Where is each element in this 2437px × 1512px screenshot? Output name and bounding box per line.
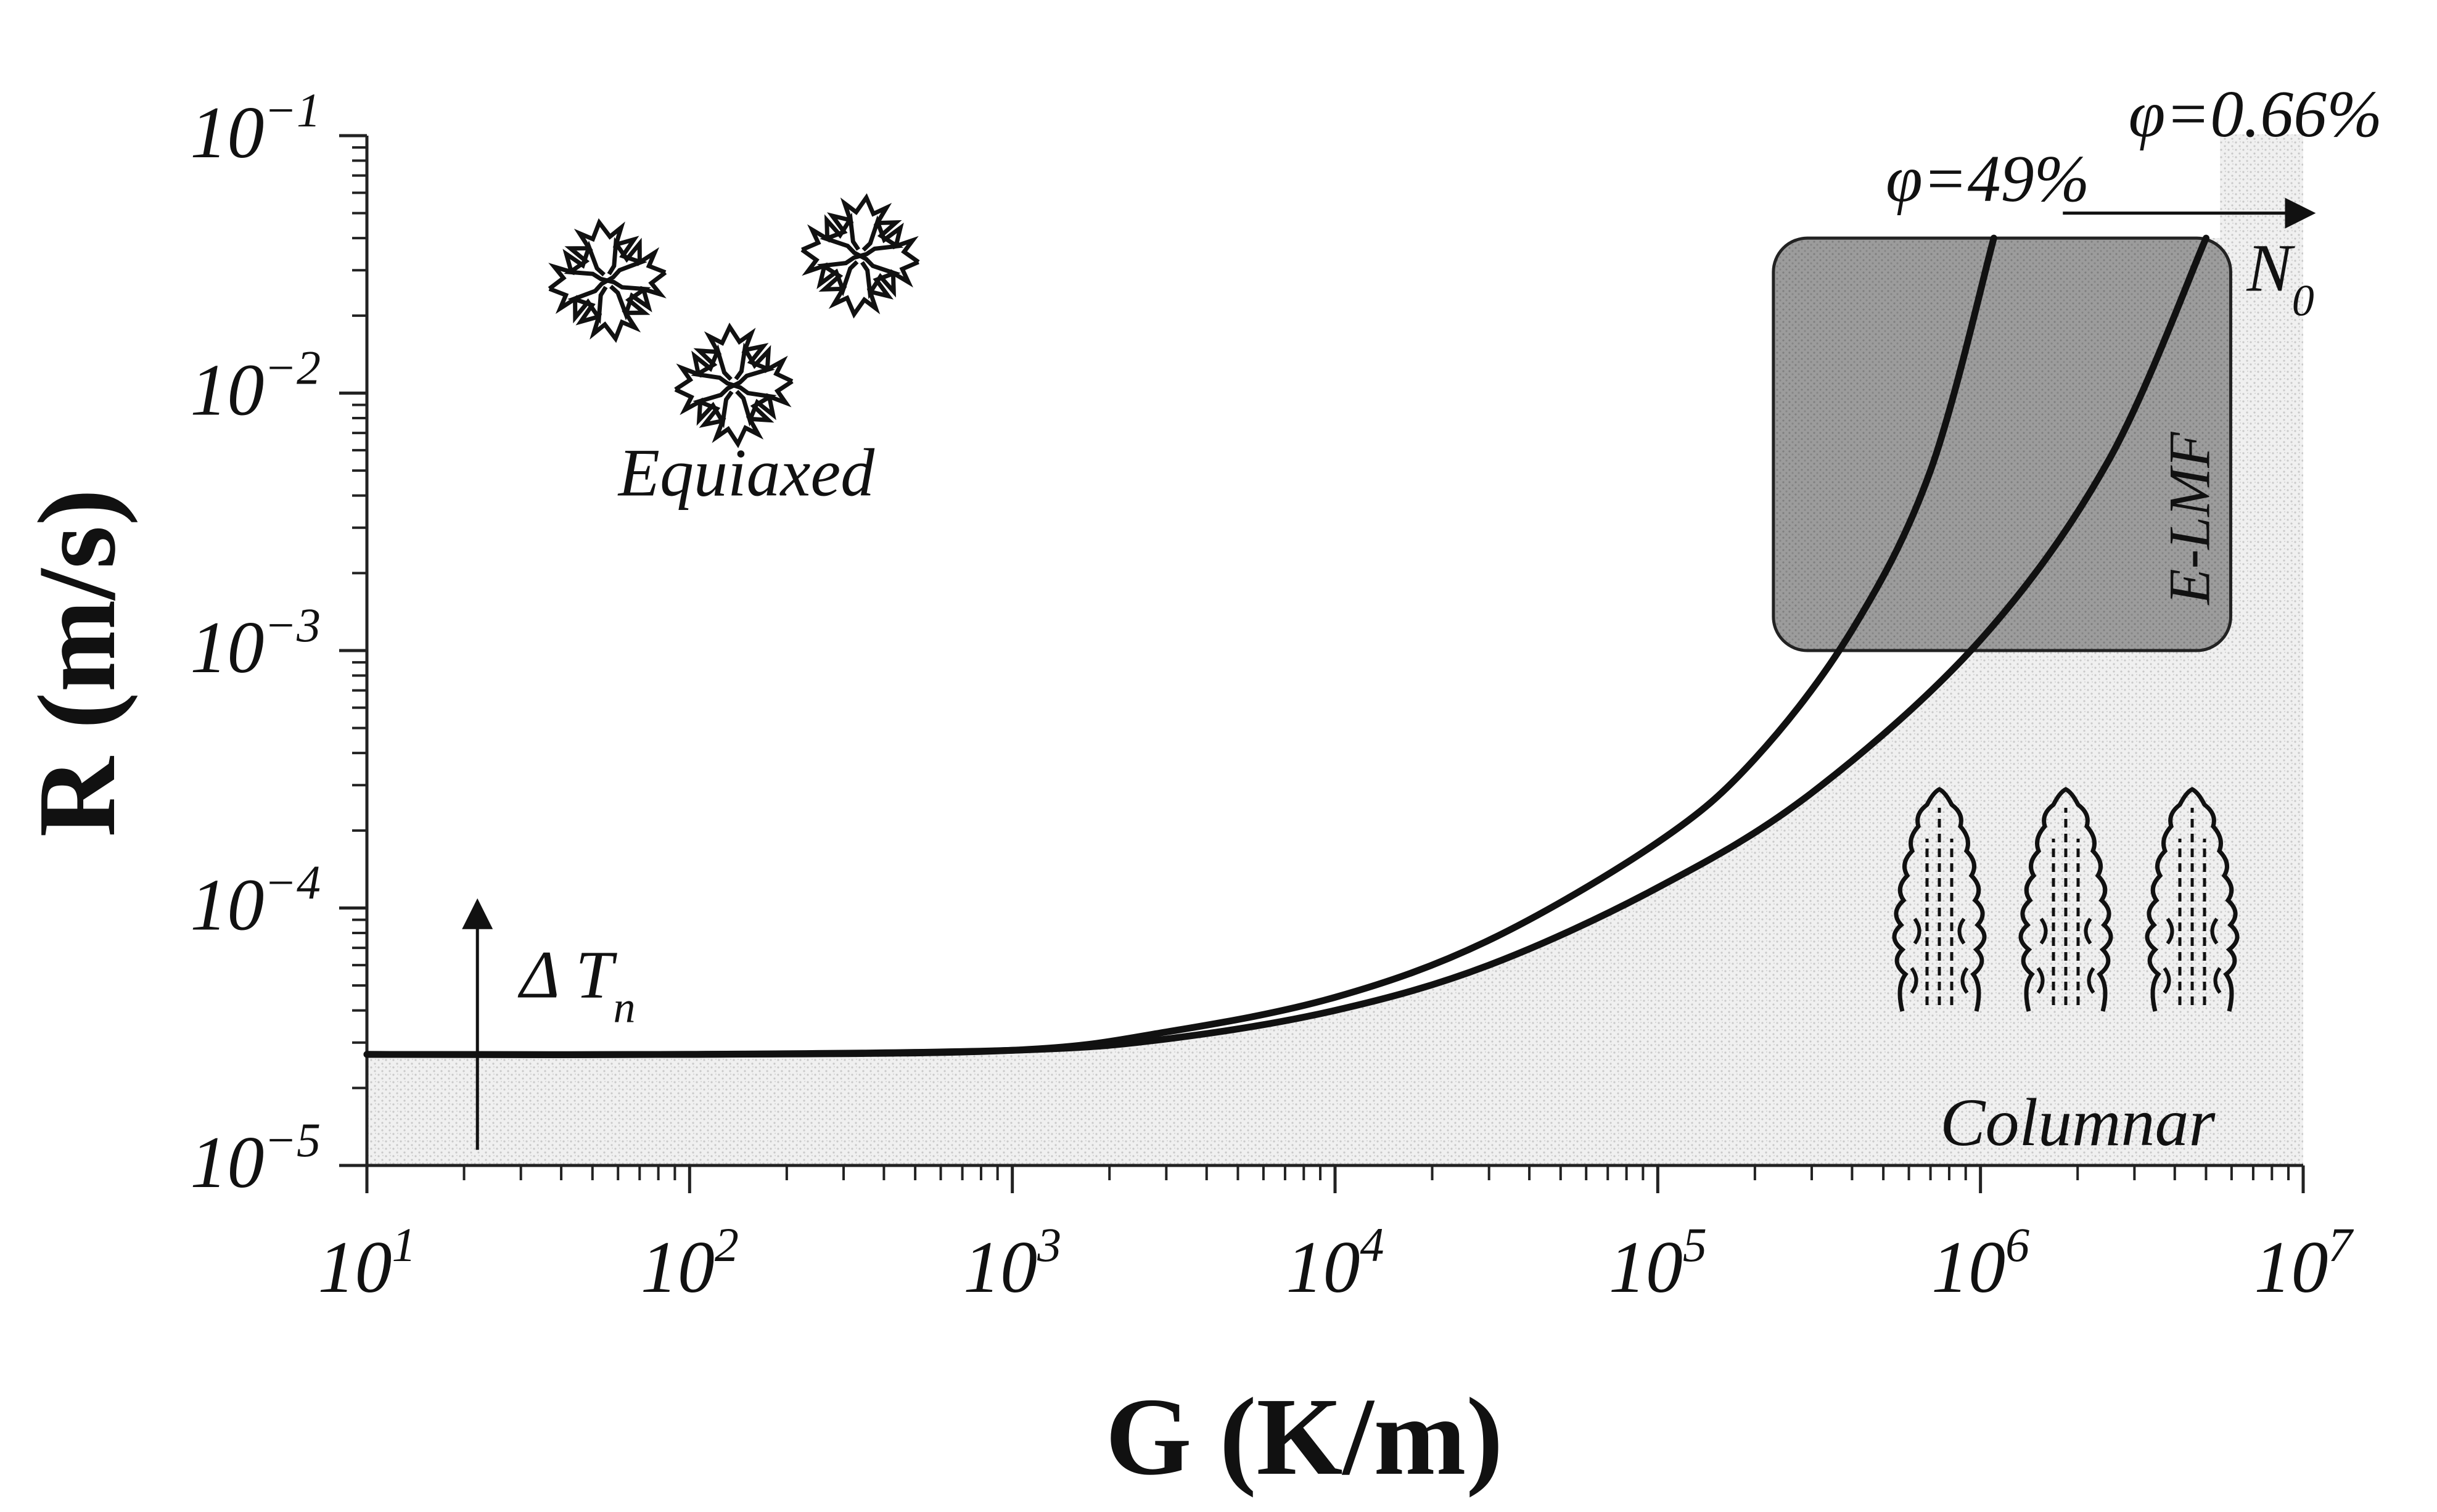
e-lmf-region-box	[1772, 236, 2232, 652]
annotation-label: Equiaxed	[617, 435, 875, 511]
label-layer: E-LMF 101 102 103 104 105 106 107 10−5 10−4 10−3 10…	[190, 78, 2382, 1308]
columnar-region-shading	[367, 134, 2303, 1165]
series-label: φ=0.66%	[2129, 78, 2383, 151]
equiaxed-dendrite-icon	[796, 192, 925, 321]
annotation-label: Columnar	[1940, 1085, 2216, 1160]
axes	[339, 134, 2316, 1193]
columnar-region	[367, 134, 2303, 1165]
x-tick-label: 101	[318, 1218, 416, 1308]
x-axis-title: G (K/m)	[1106, 1375, 1503, 1498]
x-tick-label: 104	[1286, 1218, 1384, 1308]
series-line	[363, 234, 2209, 1058]
annotation-label: Δ Tn	[517, 937, 635, 1032]
y-tick-label: 10−4	[190, 856, 321, 946]
y-tick-label: 10−3	[190, 598, 321, 688]
x-tick-label: 103	[963, 1218, 1061, 1308]
equiaxed-dendrite-icon	[541, 215, 674, 347]
x-tick-label: 102	[641, 1218, 739, 1308]
series-label: φ=49%	[1886, 142, 2090, 216]
y-tick-label: 10−1	[190, 83, 321, 173]
annotation-label: N0	[2246, 230, 2314, 325]
x-tick-label: 106	[1931, 1218, 2029, 1308]
series-layer	[363, 234, 2209, 1058]
e-lmf-label: E-LMF	[2156, 432, 2222, 606]
y-axis-title: R (m/s)	[15, 489, 138, 837]
y-tick-label: 10−5	[190, 1113, 321, 1203]
x-tick-label: 105	[1609, 1218, 1707, 1308]
region-layer	[1772, 236, 2232, 652]
x-tick-label: 107	[2254, 1218, 2354, 1308]
y-tick-label: 10−2	[190, 341, 321, 431]
equiaxed-dendrite-icon	[672, 323, 797, 448]
